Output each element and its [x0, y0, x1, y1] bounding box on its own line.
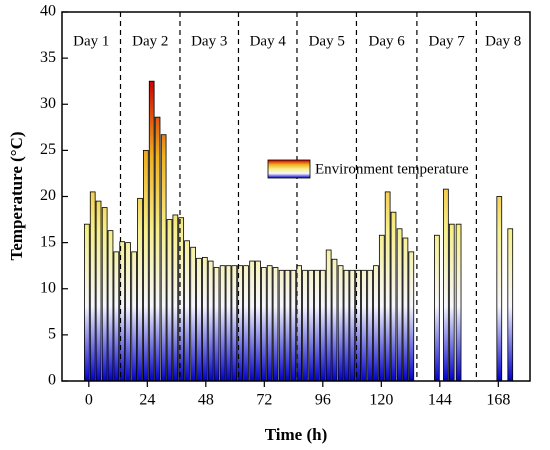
day-label: Day 4 [250, 33, 287, 49]
bar [95, 200, 102, 382]
y-axis-label: Temperature (°C) [7, 131, 26, 260]
bar [255, 260, 261, 382]
bar [337, 265, 344, 382]
bar [325, 249, 332, 382]
bar [113, 251, 120, 382]
x-axis-label: Time (h) [265, 425, 328, 444]
y-tick-label: 20 [40, 187, 56, 204]
bar [434, 234, 440, 382]
bar [89, 191, 96, 382]
bar [107, 230, 114, 382]
bar [154, 116, 161, 382]
bar [367, 269, 373, 382]
bar [207, 260, 214, 382]
day-label: Day 8 [485, 33, 521, 49]
day-label: Day 6 [369, 33, 406, 49]
y-tick-label: 15 [40, 233, 56, 250]
bar [225, 265, 232, 382]
bar [384, 191, 391, 382]
bar [196, 257, 202, 382]
y-tick-label: 35 [40, 49, 56, 66]
bar [396, 228, 403, 382]
bar [231, 265, 238, 382]
bar [243, 265, 249, 382]
day-label: Day 5 [309, 33, 345, 49]
y-tick-label: 5 [48, 326, 56, 343]
bar [373, 265, 379, 382]
day-label: Day 7 [429, 33, 466, 49]
bar [84, 223, 90, 382]
bar [219, 265, 226, 382]
bar [125, 242, 131, 382]
bar [249, 260, 255, 382]
bar [361, 269, 367, 382]
bar [331, 258, 338, 382]
bar [455, 223, 462, 382]
bar [390, 211, 397, 382]
bar [448, 223, 455, 382]
bar [101, 207, 108, 382]
legend-swatch [267, 159, 311, 179]
bar [278, 269, 285, 382]
bar [507, 228, 514, 382]
bar [378, 234, 385, 382]
bar [201, 256, 208, 382]
bar [190, 246, 196, 382]
bar [131, 251, 137, 382]
bar [343, 269, 350, 382]
bar [349, 269, 356, 382]
y-tick-label: 0 [48, 372, 56, 389]
bar [302, 269, 308, 382]
bar [314, 269, 320, 382]
x-tick-label: 72 [256, 392, 272, 409]
bar [402, 237, 409, 382]
y-tick-label: 10 [40, 279, 56, 296]
x-tick-label: 24 [139, 392, 155, 409]
bar [284, 269, 291, 382]
day-label: Day 3 [191, 33, 227, 49]
x-tick-label: 48 [198, 392, 214, 409]
bar [137, 197, 143, 382]
x-tick-label: 168 [486, 392, 510, 409]
legend-label: Environment temperature [315, 161, 469, 177]
x-tick-label: 120 [369, 392, 393, 409]
bar [184, 240, 190, 382]
bar [272, 267, 279, 382]
bar [166, 219, 173, 382]
bar [148, 80, 155, 382]
y-tick-label: 30 [40, 95, 56, 112]
bar [266, 265, 273, 382]
y-tick-label: 40 [40, 3, 56, 20]
x-tick-label: 96 [315, 392, 331, 409]
x-tick-label: 144 [428, 392, 452, 409]
x-tick-label: 0 [85, 392, 93, 409]
bar [319, 269, 326, 382]
bar [408, 251, 415, 382]
bar [443, 188, 449, 382]
bar [160, 134, 167, 382]
day-label: Day 2 [132, 33, 168, 49]
bar [260, 267, 267, 382]
day-label: Day 1 [73, 33, 109, 49]
bar [143, 149, 149, 382]
y-tick-label: 25 [40, 141, 56, 158]
bar [213, 267, 220, 382]
bar [172, 214, 179, 382]
bar [290, 269, 297, 382]
bar [308, 269, 314, 382]
bar [496, 196, 503, 382]
